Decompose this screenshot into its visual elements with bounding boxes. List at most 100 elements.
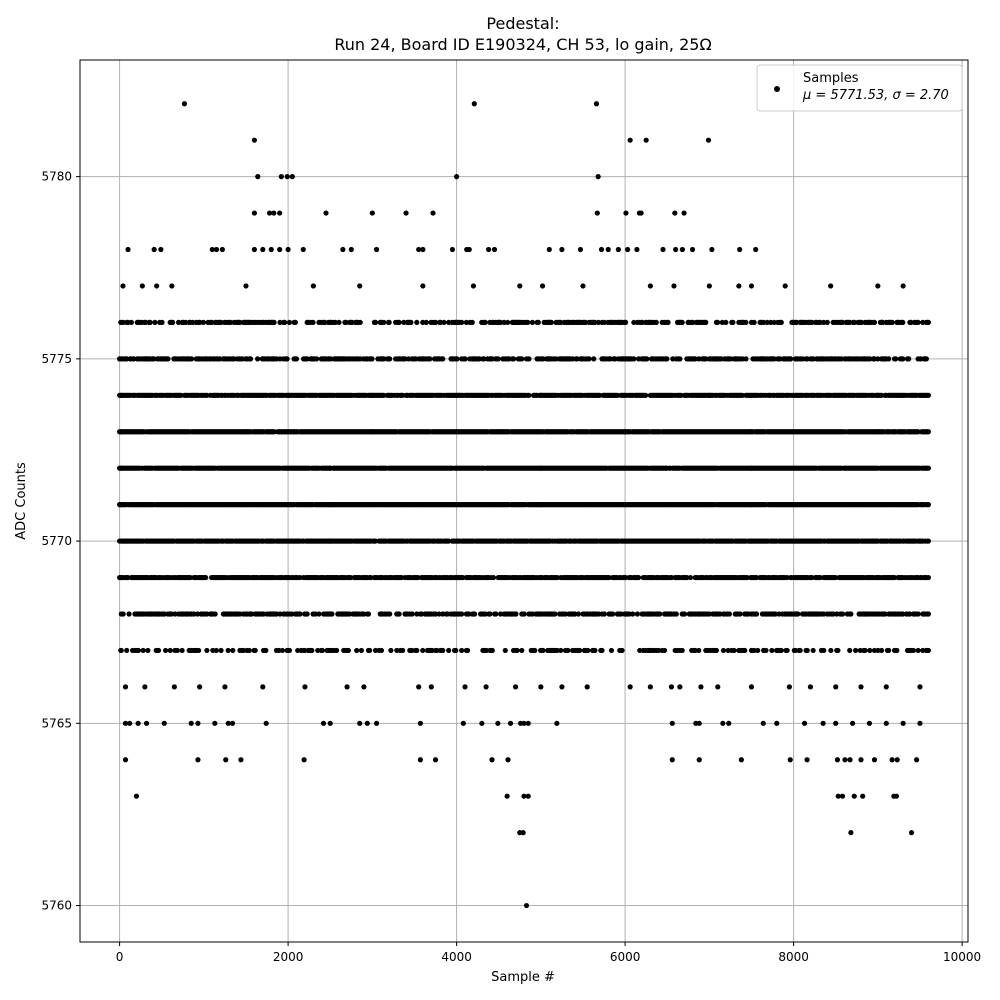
data-point — [301, 757, 307, 763]
data-point — [889, 757, 895, 763]
data-point — [875, 283, 881, 289]
data-point — [924, 392, 931, 398]
data-point — [268, 246, 274, 253]
data-point — [510, 356, 517, 362]
data-point — [910, 647, 917, 654]
data-point — [304, 611, 310, 617]
data-point — [810, 647, 816, 654]
data-point — [364, 720, 370, 726]
data-point — [847, 757, 853, 763]
data-point — [784, 647, 790, 654]
data-point — [427, 356, 433, 362]
data-point — [417, 720, 423, 726]
data-point — [745, 611, 751, 617]
data-point — [644, 356, 650, 362]
data-point — [416, 246, 422, 253]
data-point — [849, 720, 856, 726]
data-point — [213, 246, 220, 253]
data-point — [387, 611, 393, 617]
data-point — [179, 647, 185, 654]
data-point — [526, 392, 532, 398]
data-point — [866, 720, 873, 726]
data-point — [454, 174, 460, 180]
data-point — [251, 210, 257, 216]
data-point — [286, 647, 293, 654]
data-point — [924, 611, 931, 617]
data-point — [387, 356, 393, 362]
data-point — [459, 611, 465, 617]
data-point — [122, 720, 129, 726]
data-point — [886, 647, 892, 654]
data-point — [915, 647, 921, 654]
data-point — [440, 356, 446, 362]
data-point — [698, 684, 704, 690]
data-point — [513, 611, 519, 617]
data-point — [365, 611, 372, 617]
data-point — [788, 356, 794, 362]
data-point — [546, 246, 552, 253]
data-point — [125, 246, 131, 253]
data-point — [720, 647, 727, 654]
data-point — [753, 246, 759, 253]
data-point — [687, 574, 694, 581]
data-point — [462, 684, 468, 690]
data-point — [495, 720, 501, 726]
data-point — [225, 647, 231, 654]
data-point — [514, 647, 520, 654]
data-point — [860, 793, 866, 799]
data-point — [795, 611, 801, 617]
data-point — [118, 647, 124, 654]
data-point — [285, 246, 291, 253]
data-point — [151, 246, 157, 253]
data-point — [243, 283, 249, 289]
data-point — [255, 174, 261, 180]
data-point — [801, 720, 808, 726]
data-point — [263, 647, 269, 654]
data-point — [414, 647, 420, 654]
data-point — [263, 720, 269, 726]
data-point — [247, 356, 254, 362]
data-point — [709, 246, 715, 253]
data-point — [142, 684, 148, 690]
data-point — [348, 246, 354, 253]
data-point — [839, 793, 846, 799]
data-point — [440, 647, 446, 654]
data-point — [804, 647, 810, 654]
data-point — [755, 647, 761, 654]
data-point — [246, 647, 252, 654]
data-point — [634, 611, 641, 617]
data-point — [673, 246, 679, 253]
data-point — [575, 611, 582, 617]
data-point — [594, 210, 600, 216]
data-point — [630, 611, 636, 617]
data-point — [222, 684, 228, 690]
data-point — [367, 647, 373, 654]
chart-subtitle: Run 24, Board ID E190324, CH 53, lo gain… — [334, 35, 711, 54]
data-point — [462, 356, 468, 362]
data-point — [181, 101, 188, 107]
data-point — [577, 246, 584, 253]
data-point — [705, 137, 712, 143]
data-point — [908, 830, 915, 836]
data-point — [143, 720, 150, 726]
data-point — [608, 647, 615, 654]
data-point — [495, 356, 501, 362]
data-point — [748, 283, 755, 289]
data-point — [219, 246, 225, 253]
data-point — [302, 684, 308, 690]
data-point — [821, 647, 827, 654]
data-point — [763, 647, 769, 654]
data-point — [334, 647, 340, 654]
data-point — [736, 283, 742, 289]
data-point — [635, 574, 642, 581]
data-point — [310, 283, 316, 289]
data-point — [610, 611, 616, 617]
data-point — [924, 647, 931, 654]
data-point — [585, 647, 591, 654]
data-point — [195, 720, 201, 726]
data-point — [154, 283, 160, 289]
data-point — [598, 246, 605, 253]
data-point — [277, 210, 283, 216]
data-point — [715, 684, 721, 690]
